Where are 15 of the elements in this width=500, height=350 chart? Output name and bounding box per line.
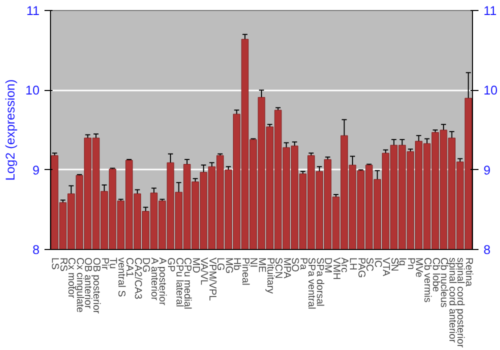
x-tick-label: CA1 [124,258,135,278]
x-tick-label: LS [49,258,60,270]
y2-tick-label: 10 [484,84,498,98]
x-tick-label: ME [256,258,267,273]
y-tick-label: 9 [32,163,40,178]
y2-tick-label: 11 [484,4,497,18]
y2-tick-label: 8 [484,243,491,257]
y2-tick-label: 9 [484,163,491,178]
x-tick-label: Pituitary [264,258,276,294]
x-tick-label: LH [347,258,358,270]
y-tick-label: 8 [32,243,40,257]
y-tick-label: 11 [26,4,40,18]
x-tick-label: OB posterior [90,258,102,314]
y-axis-title: Log2 (expression) [3,79,18,181]
y-tick-label: 10 [25,84,40,98]
